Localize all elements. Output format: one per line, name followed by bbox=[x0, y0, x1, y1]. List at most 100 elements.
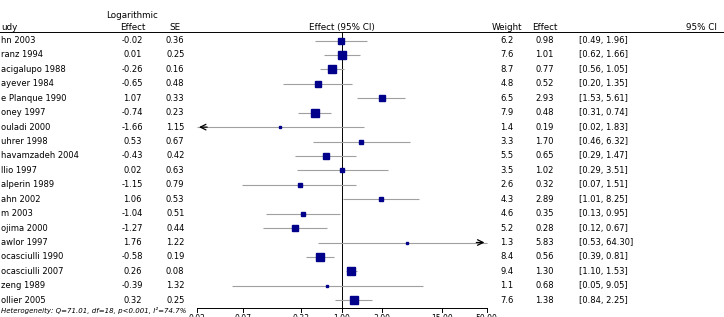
Text: oney 1997: oney 1997 bbox=[1, 108, 46, 117]
Text: 9.4: 9.4 bbox=[500, 267, 513, 276]
Text: 6.2: 6.2 bbox=[500, 36, 513, 45]
Text: 0.65: 0.65 bbox=[535, 152, 554, 160]
Text: 1.32: 1.32 bbox=[166, 281, 185, 290]
Text: ouladi 2000: ouladi 2000 bbox=[1, 123, 51, 132]
Text: 0.01: 0.01 bbox=[123, 50, 142, 60]
Text: 0.79: 0.79 bbox=[166, 180, 185, 189]
Text: udy: udy bbox=[1, 23, 17, 32]
Text: 1.38: 1.38 bbox=[535, 296, 554, 305]
Text: 5.5: 5.5 bbox=[500, 152, 513, 160]
Text: e Planque 1990: e Planque 1990 bbox=[1, 94, 67, 103]
Text: [0.31, 0.74]: [0.31, 0.74] bbox=[579, 108, 628, 117]
Text: zeng 1989: zeng 1989 bbox=[1, 281, 46, 290]
Text: 0.02: 0.02 bbox=[123, 166, 142, 175]
Text: [0.02, 1.83]: [0.02, 1.83] bbox=[579, 123, 628, 132]
Text: 50.00: 50.00 bbox=[476, 314, 497, 317]
Text: llio 1997: llio 1997 bbox=[1, 166, 38, 175]
Text: 0.48: 0.48 bbox=[535, 108, 554, 117]
Text: [1.53, 5.61]: [1.53, 5.61] bbox=[579, 94, 628, 103]
Text: 1.01: 1.01 bbox=[535, 50, 554, 60]
Text: 1.00: 1.00 bbox=[333, 314, 350, 317]
Text: Effect: Effect bbox=[119, 23, 146, 32]
Text: [0.62, 1.66]: [0.62, 1.66] bbox=[579, 50, 628, 60]
Text: acigalupo 1988: acigalupo 1988 bbox=[1, 65, 66, 74]
Text: [0.07, 1.51]: [0.07, 1.51] bbox=[579, 180, 628, 189]
Text: hn 2003: hn 2003 bbox=[1, 36, 36, 45]
Text: 0.42: 0.42 bbox=[166, 152, 185, 160]
Text: 1.22: 1.22 bbox=[166, 238, 185, 247]
Text: Logarithmic: Logarithmic bbox=[106, 11, 159, 20]
Text: 0.32: 0.32 bbox=[535, 180, 554, 189]
Text: 0.19: 0.19 bbox=[535, 123, 554, 132]
Text: Heterogeneity: Q=71.01, df=18, p<0.001, I²=74.7%: Heterogeneity: Q=71.01, df=18, p<0.001, … bbox=[1, 307, 187, 314]
Text: ayever 1984: ayever 1984 bbox=[1, 79, 54, 88]
Text: -0.26: -0.26 bbox=[122, 65, 143, 74]
Text: 7.6: 7.6 bbox=[500, 50, 513, 60]
Text: 1.06: 1.06 bbox=[123, 195, 142, 204]
Text: 1.70: 1.70 bbox=[535, 137, 554, 146]
Text: 0.56: 0.56 bbox=[535, 252, 554, 262]
Text: 3.00: 3.00 bbox=[374, 314, 391, 317]
Text: -0.74: -0.74 bbox=[122, 108, 143, 117]
Text: 0.07: 0.07 bbox=[235, 314, 252, 317]
Text: [1.10, 1.53]: [1.10, 1.53] bbox=[579, 267, 628, 276]
Text: m 2003: m 2003 bbox=[1, 209, 33, 218]
Text: -1.04: -1.04 bbox=[122, 209, 143, 218]
Text: 0.98: 0.98 bbox=[535, 36, 554, 45]
Text: ocasciulli 2007: ocasciulli 2007 bbox=[1, 267, 64, 276]
Text: 0.23: 0.23 bbox=[166, 108, 185, 117]
Text: 0.19: 0.19 bbox=[166, 252, 185, 262]
Text: 1.4: 1.4 bbox=[500, 123, 513, 132]
Text: 2.6: 2.6 bbox=[500, 180, 513, 189]
Text: SE: SE bbox=[169, 23, 181, 32]
Text: 0.53: 0.53 bbox=[166, 195, 185, 204]
Text: -0.58: -0.58 bbox=[122, 252, 143, 262]
Text: 8.4: 8.4 bbox=[500, 252, 513, 262]
Text: 3.5: 3.5 bbox=[500, 166, 513, 175]
Text: awlor 1997: awlor 1997 bbox=[1, 238, 49, 247]
Text: 4.6: 4.6 bbox=[500, 209, 513, 218]
Text: 0.77: 0.77 bbox=[535, 65, 554, 74]
Text: 0.16: 0.16 bbox=[166, 65, 185, 74]
Text: 4.3: 4.3 bbox=[500, 195, 513, 204]
Text: 0.33: 0.33 bbox=[166, 94, 185, 103]
Text: [0.53, 64.30]: [0.53, 64.30] bbox=[579, 238, 634, 247]
Text: 0.33: 0.33 bbox=[292, 314, 309, 317]
Text: [0.12, 0.67]: [0.12, 0.67] bbox=[579, 223, 628, 233]
Text: [0.46, 6.32]: [0.46, 6.32] bbox=[579, 137, 628, 146]
Text: 1.1: 1.1 bbox=[500, 281, 513, 290]
Text: havamzadeh 2004: havamzadeh 2004 bbox=[1, 152, 80, 160]
Text: Effect (95% CI): Effect (95% CI) bbox=[309, 23, 374, 32]
Text: 7.9: 7.9 bbox=[500, 108, 513, 117]
Text: [0.84, 2.25]: [0.84, 2.25] bbox=[579, 296, 628, 305]
Text: 0.52: 0.52 bbox=[535, 79, 554, 88]
Text: 2.93: 2.93 bbox=[535, 94, 554, 103]
Text: 5.2: 5.2 bbox=[500, 223, 513, 233]
Text: 15.00: 15.00 bbox=[431, 314, 452, 317]
Text: 0.26: 0.26 bbox=[123, 267, 142, 276]
Text: 1.76: 1.76 bbox=[123, 238, 142, 247]
Text: 2.89: 2.89 bbox=[535, 195, 554, 204]
Text: ojima 2000: ojima 2000 bbox=[1, 223, 49, 233]
Text: [0.05, 9.05]: [0.05, 9.05] bbox=[579, 281, 628, 290]
Text: [0.13, 0.95]: [0.13, 0.95] bbox=[579, 209, 628, 218]
Text: 0.08: 0.08 bbox=[166, 267, 185, 276]
Text: 6.5: 6.5 bbox=[500, 94, 513, 103]
Text: 1.30: 1.30 bbox=[535, 267, 554, 276]
Text: -0.39: -0.39 bbox=[122, 281, 143, 290]
Text: 1.07: 1.07 bbox=[123, 94, 142, 103]
Text: ocasciulli 1990: ocasciulli 1990 bbox=[1, 252, 64, 262]
Text: [0.49, 1.96]: [0.49, 1.96] bbox=[579, 36, 628, 45]
Text: 0.67: 0.67 bbox=[166, 137, 185, 146]
Text: 0.68: 0.68 bbox=[535, 281, 554, 290]
Text: ollier 2005: ollier 2005 bbox=[1, 296, 46, 305]
Text: 0.48: 0.48 bbox=[166, 79, 185, 88]
Text: 0.51: 0.51 bbox=[166, 209, 185, 218]
Text: -0.65: -0.65 bbox=[122, 79, 143, 88]
Text: Effect: Effect bbox=[531, 23, 557, 32]
Text: 0.63: 0.63 bbox=[166, 166, 185, 175]
Text: 0.44: 0.44 bbox=[166, 223, 185, 233]
Text: 0.32: 0.32 bbox=[123, 296, 142, 305]
Text: 0.36: 0.36 bbox=[166, 36, 185, 45]
Text: [0.39, 0.81]: [0.39, 0.81] bbox=[579, 252, 628, 262]
